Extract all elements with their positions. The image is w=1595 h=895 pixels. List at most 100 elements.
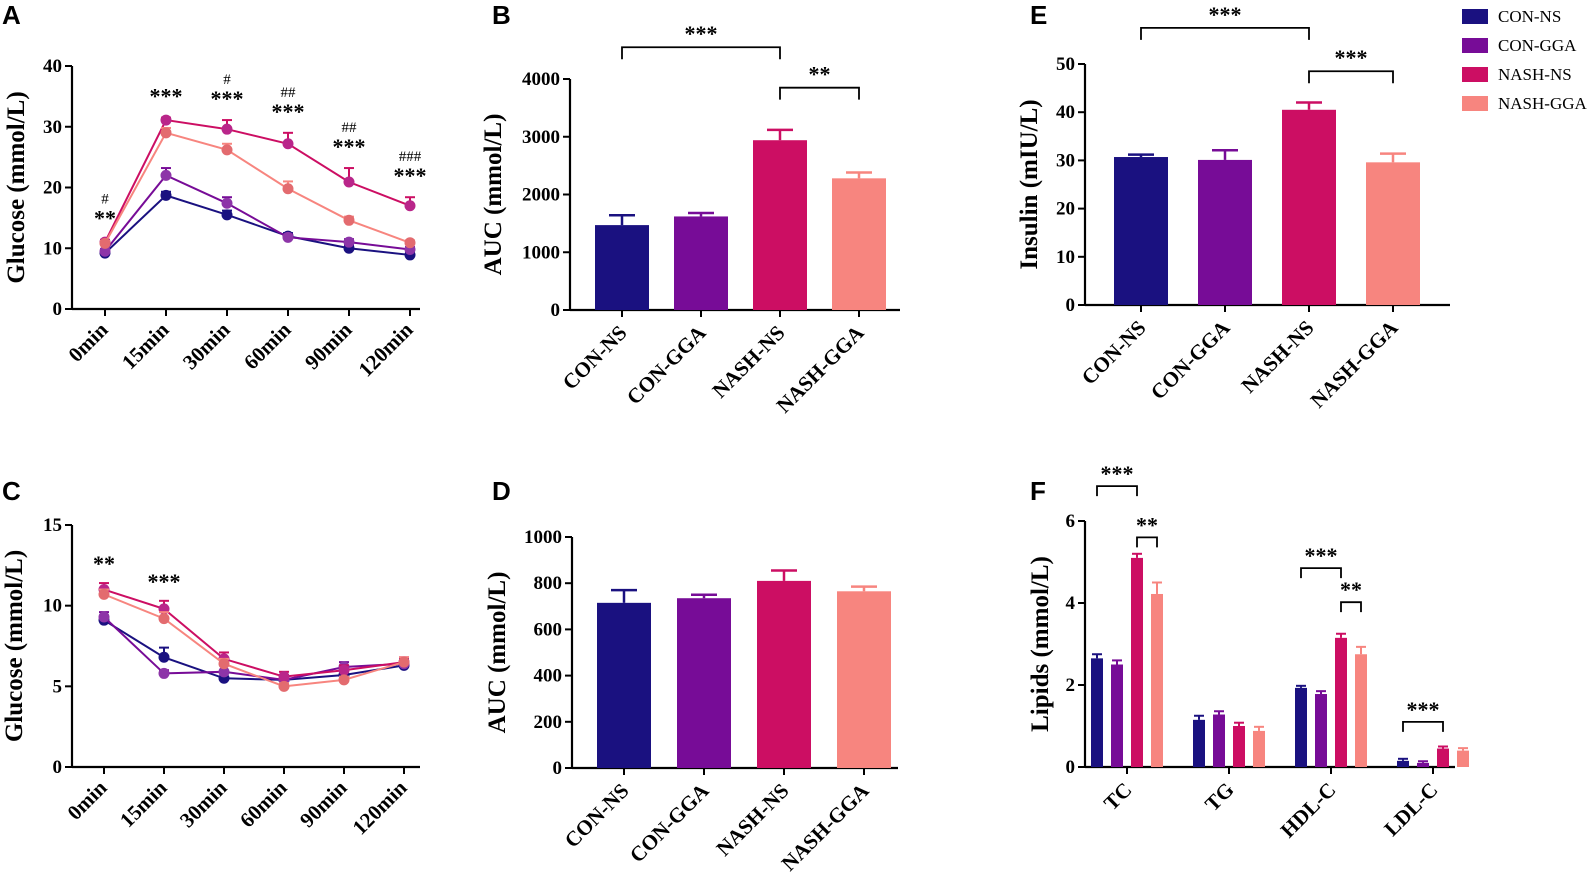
bar-ldl-c-nash-ns [1437,748,1449,767]
bar-tg-con-gga [1213,714,1225,767]
bar-nash-gga [832,178,886,310]
series-line-nash-gga [104,131,411,244]
bar-con-ns [595,225,649,310]
panel-label-d: D [492,476,511,506]
x-tick-label-120min: 120min [348,775,412,839]
legend-label-con-gga: CON-GGA [1498,36,1577,55]
y-axis-title: Glucose (mmol/L) [3,91,30,283]
x-tick-label-con-gga: CON-GGA [625,778,714,867]
data-point-con-gga [218,666,230,678]
y-tick-label: 30 [43,117,62,138]
significance-stars: *** [148,569,181,594]
bar-tc-nash-ns [1131,557,1143,767]
bar-tc-nash-gga [1151,593,1163,767]
data-point-nash-gga [218,658,230,670]
panel-c-insulin-tolerance: 0 5 10 15 Glucose (mmol/L) 0min 15min 30min 60mi… [1,515,420,840]
y-axis-title: Glucose (mmol/L) [1,550,28,742]
y-tick-label: 0 [1066,757,1076,778]
data-point-con-gga [282,231,294,243]
bar-con-ns [1114,157,1168,305]
y-tick-label: 0 [551,300,561,321]
bar-ldl-c-con-gga [1417,762,1429,767]
data-point-nash-ns [278,671,290,683]
y-tick-label: 20 [43,178,62,199]
y-tick-label: 600 [534,619,563,640]
data-point-con-ns [158,651,170,663]
legend: CON-NS CON-GGA NASH-NS NASH-GGA [1462,7,1588,113]
x-tick-label-con-ns: CON-NS [1077,316,1151,390]
y-tick-label: 3000 [522,127,560,148]
significance-bracket [1308,70,1394,84]
y-tick-label: 20 [1056,199,1075,220]
bar-tc-con-gga [1111,664,1123,767]
y-tick-label: 0 [553,758,563,779]
significance-bracket [1340,601,1362,613]
x-tick-label-60min: 60min [239,317,296,374]
legend-label-con-ns: CON-NS [1498,7,1561,26]
panel-label-f: F [1030,476,1046,506]
significance-stars: ** [809,62,831,87]
y-tick-label: 400 [534,666,563,687]
x-tick-label-con-ns: CON-NS [558,321,632,395]
significance-stars: *** [1407,697,1440,722]
legend-swatch-con-gga [1462,38,1488,53]
data-point-con-gga [221,197,233,209]
bar-ldl-c-nash-gga [1457,750,1469,767]
bar-con-ns [597,602,651,768]
significance-stars: ** [1340,577,1362,602]
data-point-nash-gga [398,656,410,668]
bar-con-gga [1198,159,1252,305]
y-tick-label: 0 [53,757,63,778]
x-tick-label-15min: 15min [115,775,172,832]
legend-label-nash-gga: NASH-GGA [1498,94,1588,113]
x-tick-label-0min: 0min [62,775,111,824]
legend-swatch-nash-ns [1462,67,1488,82]
data-point-nash-ns [404,200,416,212]
significance-hash: ## [281,85,297,101]
series-line-con-ns [103,619,405,681]
legend-swatch-nash-gga [1462,96,1488,111]
significance-stars: ** [1136,512,1158,537]
data-point-con-gga [158,667,170,679]
x-tick-label-con-ns: CON-NS [560,779,634,853]
x-tick-label-30min: 30min [178,317,235,374]
significance-stars: *** [394,163,427,188]
data-point-nash-ns [221,123,233,135]
bar-nash-gga [837,591,891,768]
legend-label-nash-ns: NASH-NS [1498,65,1572,84]
data-point-nash-ns [282,138,294,150]
bar-nash-ns [1282,109,1336,305]
data-point-nash-gga [282,183,294,195]
panel-label-c: C [2,476,21,506]
data-point-nash-ns [343,176,355,188]
y-tick-label: 10 [43,596,62,617]
y-axis-title: Insulin (mIU/L) [1016,99,1043,269]
y-tick-label: 10 [43,238,62,259]
significance-bracket [1402,721,1444,732]
data-point-con-gga [160,169,172,181]
bar-nash-gga [1366,162,1420,305]
bar-nash-ns [753,140,807,310]
data-point-nash-gga [221,144,233,156]
x-tick-label-nash-ns: NASH-NS [707,321,789,403]
significance-hash: # [101,192,109,208]
data-point-con-ns [221,209,233,221]
bar-tc-con-ns [1091,658,1103,767]
data-point-nash-gga [160,127,172,139]
data-point-con-ns [160,189,172,201]
y-tick-label: 50 [1056,54,1075,75]
y-tick-label: 40 [1056,102,1075,123]
significance-bracket [1300,567,1342,579]
data-point-nash-gga [404,237,416,249]
x-tick-label-tg: TG [1200,778,1238,816]
y-tick-label: 4 [1066,593,1076,614]
x-tick-label-30min: 30min [175,775,232,832]
significance-stars: ** [93,551,115,576]
significance-hash: ## [342,120,358,136]
bar-tg-con-ns [1193,719,1205,767]
bar-hdl-c-nash-ns [1335,637,1347,767]
y-tick-label: 4000 [522,69,560,90]
x-tick-label-tc: TC [1099,778,1137,816]
bar-hdl-c-con-gga [1315,694,1327,767]
